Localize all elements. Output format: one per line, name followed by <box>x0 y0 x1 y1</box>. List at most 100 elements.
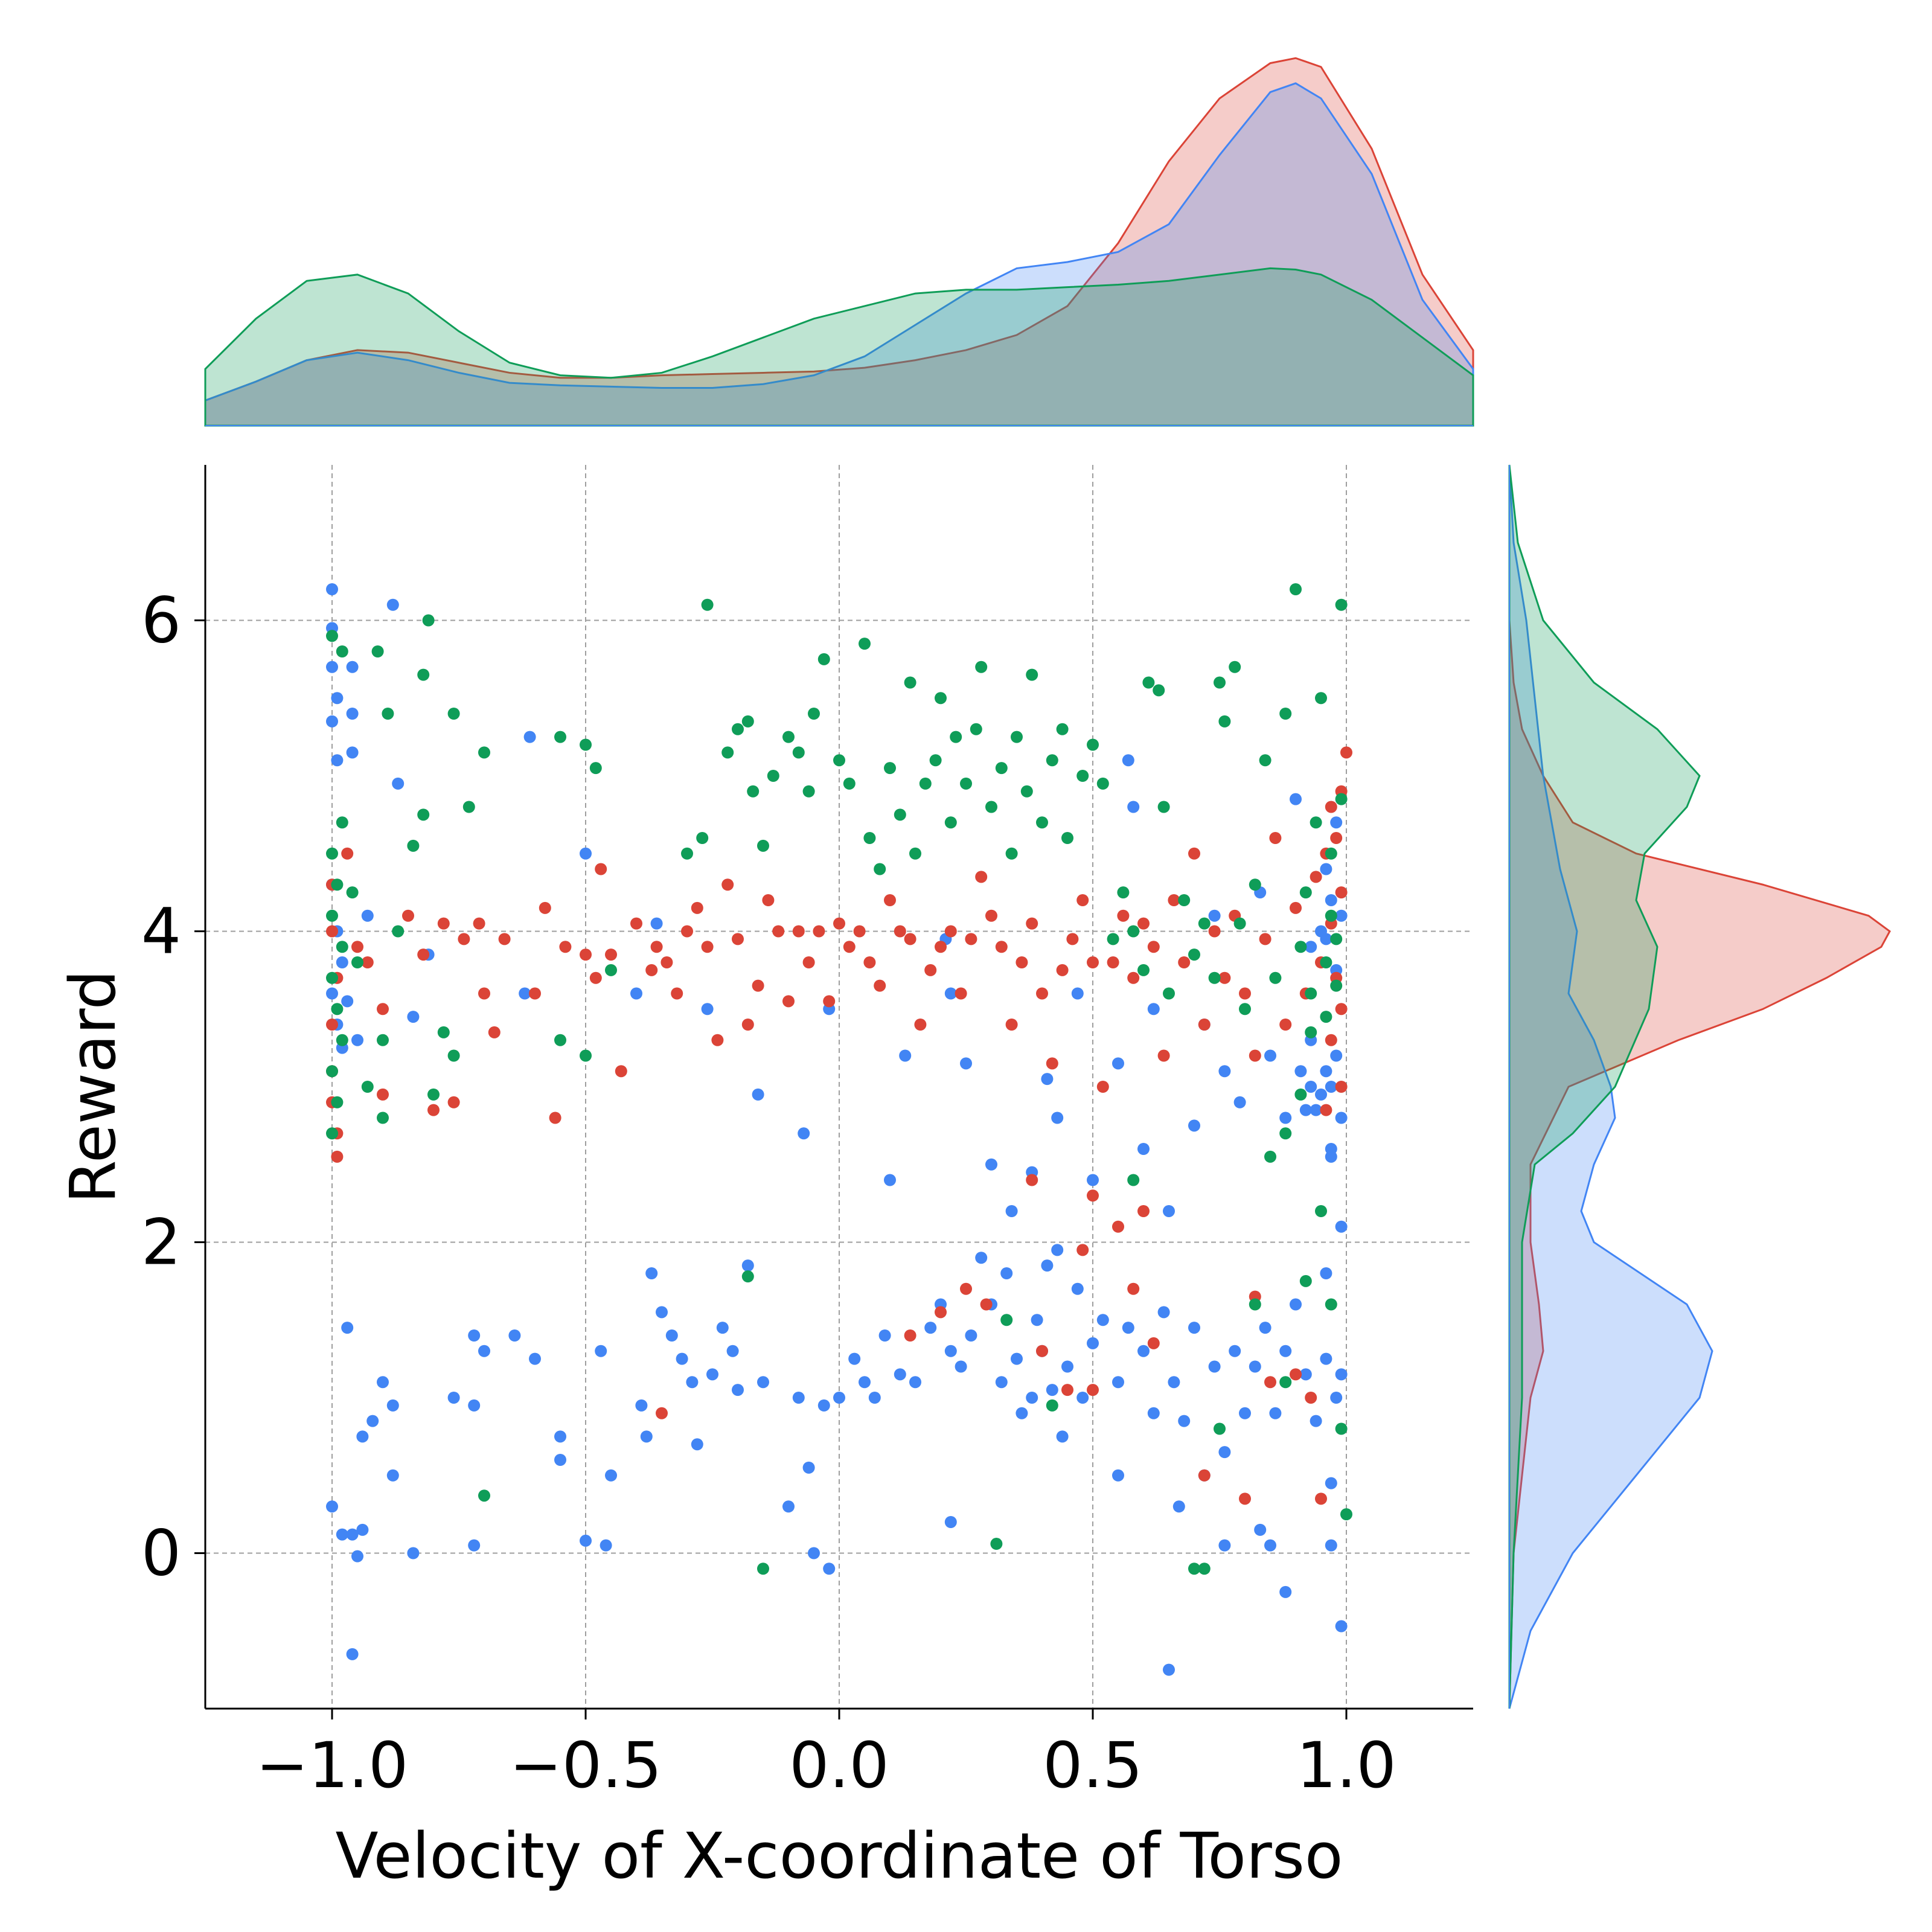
data-point <box>1061 832 1073 844</box>
data-point <box>1239 1492 1251 1505</box>
data-point <box>1264 1539 1276 1552</box>
data-point <box>326 971 338 984</box>
data-point <box>1046 1057 1058 1070</box>
data-point <box>1137 917 1150 930</box>
data-point <box>336 816 348 829</box>
data-point <box>1112 1057 1124 1070</box>
data-point <box>1026 1174 1038 1186</box>
data-point <box>341 1322 354 1334</box>
data-point <box>1325 1150 1337 1163</box>
data-point <box>422 614 435 627</box>
data-point <box>1305 1081 1317 1093</box>
data-point <box>462 801 475 813</box>
data-point <box>894 1368 906 1381</box>
data-point <box>361 956 374 968</box>
data-point <box>808 1547 820 1559</box>
data-point <box>1279 1019 1292 1031</box>
data-point <box>990 1538 1003 1550</box>
data-point <box>523 731 536 743</box>
data-point <box>802 956 815 968</box>
data-point <box>894 808 906 821</box>
data-point <box>447 1392 460 1404</box>
data-point <box>1239 1407 1251 1419</box>
data-point <box>336 645 348 657</box>
data-point <box>711 1034 724 1046</box>
data-point <box>1147 1337 1160 1349</box>
data-point <box>1249 1049 1261 1062</box>
data-point <box>1137 1205 1150 1217</box>
data-point <box>1198 917 1211 930</box>
data-point <box>351 956 363 968</box>
data-point <box>848 1352 861 1365</box>
data-point <box>859 638 871 650</box>
data-point <box>878 1329 891 1342</box>
data-point <box>1325 1539 1337 1552</box>
data-point <box>1320 1267 1332 1279</box>
data-point <box>904 676 916 689</box>
data-point <box>650 917 663 930</box>
data-point <box>331 1150 344 1163</box>
data-point <box>1026 917 1038 930</box>
data-point <box>377 1112 389 1124</box>
data-point <box>1325 1034 1337 1046</box>
data-point <box>377 1088 389 1101</box>
right-marginal-kde <box>1508 464 1891 1709</box>
data-point <box>1305 987 1317 1000</box>
data-point <box>701 598 714 611</box>
data-point <box>1087 1337 1099 1349</box>
data-point <box>1290 1368 1302 1381</box>
data-point <box>1005 1205 1018 1217</box>
data-point <box>437 1026 450 1038</box>
top-kde-curve <box>204 82 1474 427</box>
data-point <box>351 1034 363 1046</box>
data-point <box>817 653 830 665</box>
data-point <box>331 1003 344 1016</box>
data-point <box>1076 770 1089 782</box>
data-point <box>1239 1003 1251 1016</box>
data-point <box>1269 1407 1282 1419</box>
data-point <box>792 925 805 938</box>
data-point <box>1294 1088 1307 1101</box>
data-point <box>904 1329 916 1342</box>
data-point <box>808 708 820 720</box>
data-point <box>1178 1415 1191 1427</box>
data-point <box>1315 1088 1327 1101</box>
data-point <box>1026 668 1038 681</box>
data-point <box>554 731 566 743</box>
data-point <box>1249 1298 1261 1311</box>
data-point <box>1127 1174 1140 1186</box>
data-point <box>539 901 551 914</box>
data-point <box>1137 1345 1150 1357</box>
data-point <box>1127 1282 1140 1295</box>
data-point <box>960 1057 972 1070</box>
data-point <box>960 1282 972 1295</box>
data-point <box>331 692 344 705</box>
data-point <box>944 987 957 1000</box>
data-point <box>1218 1065 1231 1078</box>
data-point <box>701 941 714 953</box>
grid-lines <box>205 465 1473 1709</box>
data-point <box>904 933 916 945</box>
data-point <box>833 1392 845 1404</box>
data-point <box>1112 1469 1124 1482</box>
data-point <box>868 1392 881 1404</box>
data-point <box>1335 886 1348 899</box>
data-point <box>1214 676 1226 689</box>
data-point <box>899 1049 912 1062</box>
data-point <box>1046 1384 1058 1396</box>
data-point <box>1264 1150 1276 1163</box>
data-point <box>1264 1049 1276 1062</box>
data-point <box>1279 1345 1292 1357</box>
data-point <box>1036 816 1048 829</box>
data-point <box>361 909 374 922</box>
data-point <box>427 1104 440 1116</box>
data-point <box>331 878 344 891</box>
data-point <box>331 754 344 767</box>
data-point <box>346 708 359 720</box>
data-point <box>447 708 460 720</box>
data-point <box>1107 956 1119 968</box>
data-point <box>1330 832 1343 844</box>
data-point <box>1320 863 1332 875</box>
data-point <box>346 1528 359 1541</box>
data-point <box>589 762 602 775</box>
